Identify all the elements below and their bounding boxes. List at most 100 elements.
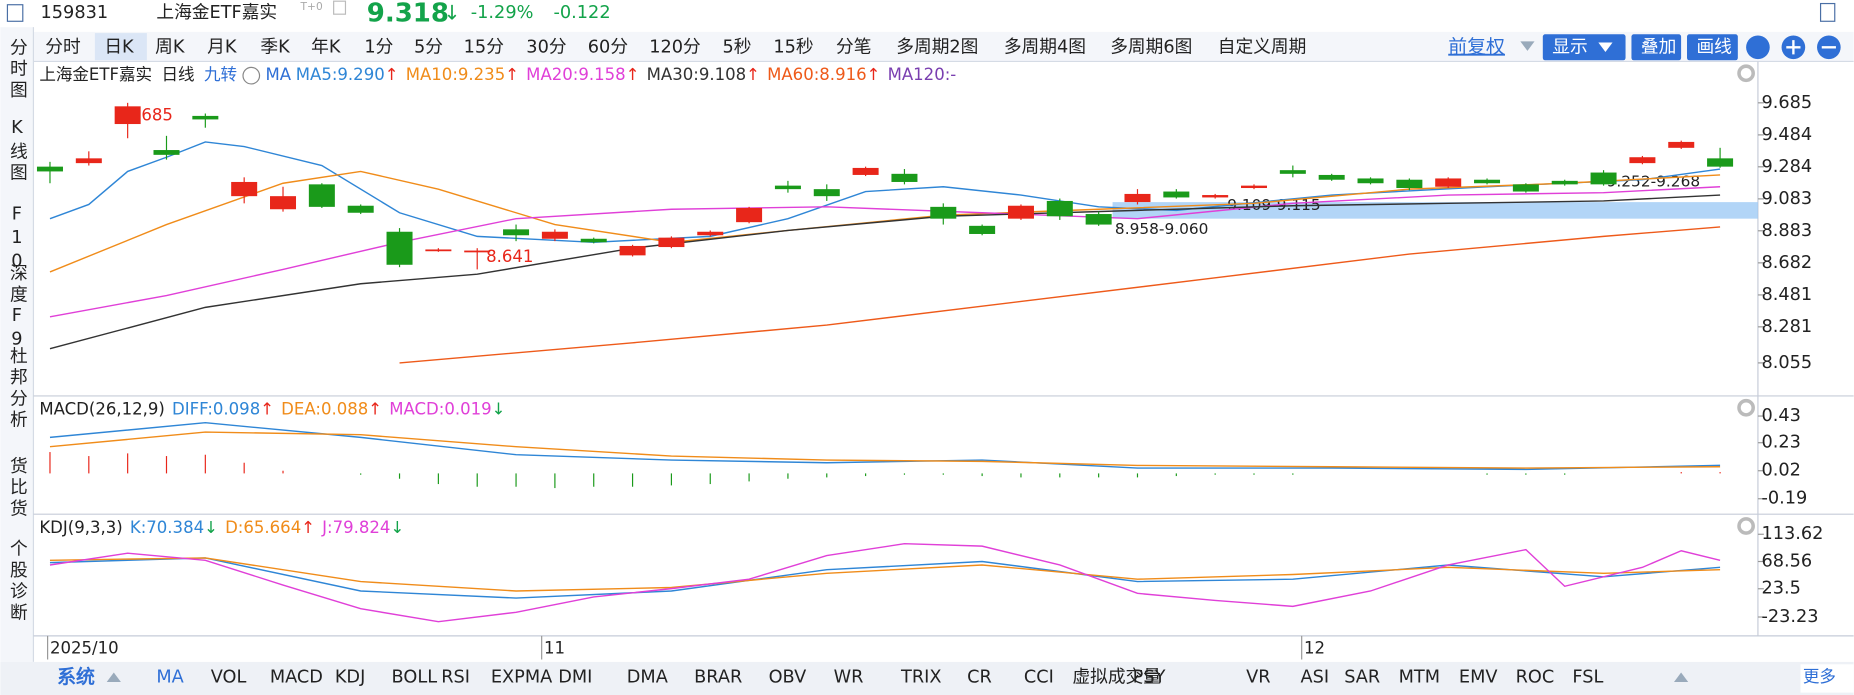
indicator-tab[interactable]: EXPMA bbox=[491, 667, 552, 687]
tab[interactable]: 多周期6图 bbox=[1110, 36, 1192, 57]
y-tick-label: 23.5 bbox=[1761, 579, 1800, 599]
tab[interactable]: 5秒 bbox=[723, 36, 752, 57]
indicator-tab[interactable]: CCI bbox=[1024, 667, 1054, 687]
zoom-glyphs bbox=[1786, 40, 1836, 55]
indicator-tab[interactable]: BOLL bbox=[392, 667, 438, 687]
tab[interactable]: 15秒 bbox=[773, 36, 813, 57]
sidebar-item[interactable]: 分时图 bbox=[7, 37, 28, 101]
candle-body bbox=[1629, 157, 1656, 164]
adjust-link[interactable]: 前复权 bbox=[1448, 36, 1505, 58]
indicator-tab[interactable]: MA bbox=[156, 667, 183, 687]
indicator-tab[interactable]: FSL bbox=[1572, 667, 1603, 687]
indicator-tab[interactable]: BRAR bbox=[694, 667, 742, 687]
candle-body bbox=[270, 196, 297, 210]
candle-body bbox=[1279, 170, 1306, 174]
candle-body bbox=[1590, 172, 1617, 185]
stock-code: 159831 bbox=[41, 3, 109, 23]
candle-body bbox=[1046, 200, 1073, 217]
candle-body bbox=[1241, 185, 1268, 189]
candle-body bbox=[1396, 179, 1423, 189]
indicator-tab[interactable]: EMV bbox=[1459, 667, 1498, 687]
caret bbox=[1598, 42, 1613, 53]
candle-body bbox=[1202, 195, 1229, 198]
tab[interactable]: 年K bbox=[311, 36, 341, 57]
system-caret bbox=[106, 672, 121, 682]
legend-trend: ↑ bbox=[505, 65, 519, 84]
indicator-tab[interactable]: OBV bbox=[769, 667, 807, 687]
tab[interactable]: 自定义周期 bbox=[1218, 36, 1307, 57]
tab[interactable]: 多周期2图 bbox=[896, 36, 978, 57]
indicator-tab[interactable]: TRIX bbox=[900, 667, 942, 687]
y-tick-label: 9.083 bbox=[1761, 189, 1812, 209]
panel-legend: K:70.384 bbox=[130, 518, 204, 537]
button[interactable] bbox=[1631, 34, 1682, 61]
button[interactable] bbox=[1687, 34, 1738, 61]
settings-icon[interactable] bbox=[1737, 398, 1755, 417]
indicator-tab[interactable]: SAR bbox=[1344, 667, 1380, 687]
tab[interactable]: 120分 bbox=[649, 36, 701, 57]
indicator-tab[interactable]: VR bbox=[1246, 667, 1270, 687]
help-icon[interactable] bbox=[242, 66, 261, 85]
refresh-btn[interactable] bbox=[1746, 35, 1770, 60]
button[interactable] bbox=[1542, 34, 1626, 61]
tab[interactable]: 分时 bbox=[45, 36, 81, 57]
window-icon[interactable] bbox=[1819, 2, 1836, 22]
tab[interactable]: 15分 bbox=[464, 36, 505, 57]
change-pct: -1.29% bbox=[471, 3, 534, 23]
system-btn[interactable]: 系统 bbox=[57, 665, 95, 688]
tab[interactable]: 分笔 bbox=[836, 36, 871, 57]
settings-icon[interactable] bbox=[1737, 64, 1755, 83]
candle-body bbox=[36, 166, 63, 172]
button-label: 画线 bbox=[1696, 36, 1732, 57]
candle-body bbox=[464, 250, 491, 253]
sidebar-item[interactable]: F10 bbox=[7, 204, 27, 275]
tab[interactable]: 5分 bbox=[414, 36, 443, 57]
tab[interactable]: 多周期4图 bbox=[1004, 36, 1086, 57]
indicator-tab[interactable]: VOL bbox=[211, 667, 247, 687]
sidebar-item[interactable]: 货比货 bbox=[7, 456, 28, 520]
indicator-tab[interactable]: PSY bbox=[1133, 667, 1166, 687]
indicator-tab[interactable]: RSI bbox=[441, 667, 470, 687]
tab[interactable]: 1分 bbox=[364, 36, 393, 57]
y-tick-label: 8.481 bbox=[1761, 285, 1812, 305]
tab[interactable]: 60分 bbox=[588, 36, 629, 57]
candle-body bbox=[231, 181, 258, 197]
indicator-tab[interactable]: MTM bbox=[1399, 667, 1440, 687]
indicator-tab[interactable]: KDJ bbox=[335, 667, 366, 687]
indicator-tab[interactable]: WR bbox=[834, 667, 864, 687]
candle-body bbox=[969, 225, 996, 234]
menu-icon[interactable] bbox=[6, 4, 24, 22]
indicator-tab[interactable]: DMI bbox=[558, 667, 592, 687]
more-btn[interactable]: 更多 bbox=[1803, 667, 1836, 686]
sidebar-item[interactable]: 杜邦分析 bbox=[7, 346, 28, 431]
candle-body bbox=[75, 158, 102, 164]
tab[interactable]: 30分 bbox=[526, 36, 567, 57]
y-tick-label: 8.682 bbox=[1761, 253, 1812, 273]
panel-trend: ↓ bbox=[390, 518, 404, 537]
candle-body bbox=[1007, 205, 1034, 219]
indicator-tab[interactable]: DMA bbox=[627, 667, 668, 687]
y-tick-label: 9.685 bbox=[1761, 93, 1812, 113]
change: -0.122 bbox=[553, 3, 610, 23]
tab[interactable]: 周K bbox=[155, 37, 185, 57]
candle-body bbox=[1512, 184, 1539, 192]
candle-body bbox=[1124, 193, 1151, 203]
indicator-tab[interactable]: ROC bbox=[1516, 667, 1555, 687]
sidebar-item[interactable]: K线图 bbox=[7, 118, 28, 184]
settings-icon[interactable] bbox=[1737, 517, 1755, 535]
indicator-tab[interactable]: ASI bbox=[1301, 667, 1330, 687]
legend-period: 日线 bbox=[162, 65, 195, 84]
sidebar-item[interactable]: 深度F9 bbox=[7, 263, 28, 353]
indicator-tab[interactable]: 虚拟成交量 bbox=[1072, 666, 1161, 687]
sidebar-item[interactable]: 个股诊断 bbox=[7, 539, 28, 624]
candle-body bbox=[619, 245, 646, 256]
low-label: 8.641 bbox=[486, 247, 533, 266]
tab[interactable]: 季K bbox=[260, 36, 290, 57]
indicator-line bbox=[49, 422, 1721, 471]
tab[interactable]: 日K bbox=[104, 37, 134, 57]
tab[interactable]: 月K bbox=[207, 37, 237, 57]
indicator-tab[interactable]: MACD bbox=[270, 667, 323, 687]
panel-trend: ↓ bbox=[204, 518, 218, 537]
indicator-tab[interactable]: CR bbox=[967, 667, 992, 687]
